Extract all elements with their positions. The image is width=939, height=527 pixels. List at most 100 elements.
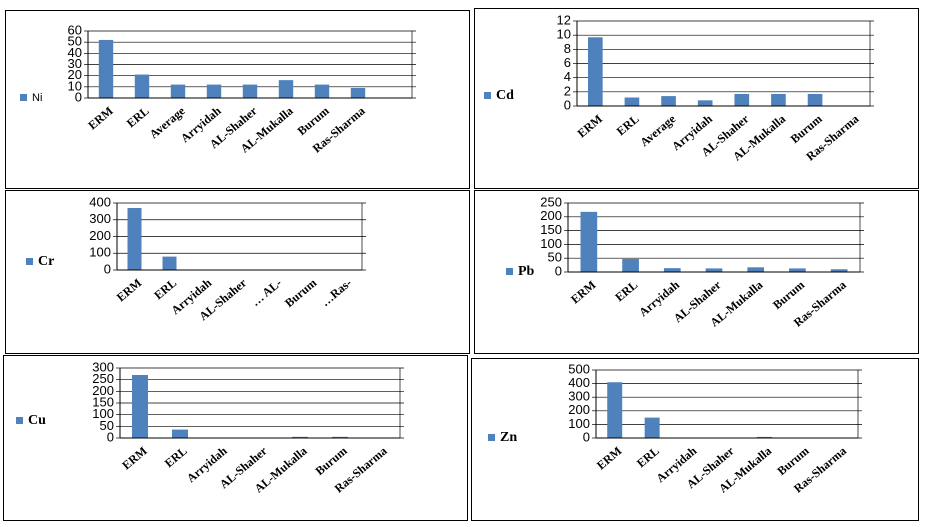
y-tick-label: 150 [92, 394, 114, 409]
x-tick-label: ERM [594, 444, 624, 473]
x-tick-label: ERL [634, 444, 662, 471]
x-tick-label: ERM [114, 276, 144, 305]
y-tick-label: 60 [68, 22, 82, 37]
bar [697, 100, 713, 106]
y-tick-label: 0 [75, 89, 82, 104]
y-tick-label: 0 [104, 261, 111, 276]
y-tick-label: 0 [583, 429, 590, 444]
y-tick-label: 6 [564, 55, 571, 70]
y-tick-label: 250 [92, 371, 114, 386]
panel-frame [474, 190, 919, 354]
y-tick-label: 50 [548, 250, 562, 265]
bar [206, 84, 222, 98]
x-tick-label: ERL [614, 112, 642, 139]
panel-frame [3, 355, 468, 521]
bar [162, 256, 177, 270]
y-tick-label: 30 [68, 56, 82, 71]
bar [807, 93, 823, 106]
y-tick-label: 100 [89, 245, 111, 260]
y-tick-label: 0 [107, 429, 114, 444]
bar [587, 37, 603, 106]
legend-label: Pb [518, 264, 535, 279]
legend-swatch [20, 94, 27, 101]
x-tick-label: ERL [124, 104, 152, 131]
bar [747, 267, 765, 272]
y-tick-label: 8 [564, 41, 571, 56]
y-tick-label: 0 [555, 263, 562, 278]
y-tick-label: 200 [568, 402, 590, 417]
legend-swatch [484, 92, 491, 99]
bar [624, 97, 640, 106]
y-tick-label: 100 [540, 236, 562, 251]
bar [242, 84, 258, 98]
y-tick-label: 100 [92, 406, 114, 421]
y-tick-label: 300 [92, 359, 114, 374]
y-tick-label: 100 [568, 416, 590, 431]
bar [734, 93, 750, 106]
panel-frame [5, 10, 470, 189]
bar [127, 208, 142, 270]
x-tick-label: ERL [151, 276, 179, 303]
y-tick-label: 4 [564, 69, 571, 84]
x-tick-label: ERM [119, 444, 149, 473]
legend-swatch [506, 268, 513, 275]
y-tick-label: 200 [92, 383, 114, 398]
panel-frame [474, 8, 919, 189]
y-tick-label: 300 [568, 389, 590, 404]
bar [622, 259, 639, 272]
legend-label: Zn [500, 430, 517, 445]
legend-label: Cd [496, 88, 514, 103]
y-tick-label: 250 [540, 194, 562, 209]
bar [756, 436, 772, 438]
legend-swatch [26, 258, 33, 265]
y-tick-label: 12 [557, 12, 571, 27]
y-tick-label: 50 [100, 418, 114, 433]
legend-swatch [16, 417, 23, 424]
x-tick-label: ERL [612, 278, 640, 305]
y-tick-label: 500 [568, 361, 590, 376]
y-tick-label: 300 [89, 211, 111, 226]
bar [332, 436, 348, 438]
bar [771, 93, 786, 106]
y-tick-label: 20 [68, 67, 82, 82]
x-tick-label: Burum [770, 278, 807, 312]
bar [278, 80, 294, 98]
bar [350, 87, 366, 98]
bar [830, 269, 848, 272]
legend-label: Ni [32, 92, 42, 104]
bar [170, 84, 186, 98]
x-tick-label: ERM [575, 112, 605, 141]
y-tick-label: 400 [89, 194, 111, 209]
bar [132, 375, 148, 438]
y-tick-label: 50 [68, 34, 82, 49]
bar [172, 429, 188, 438]
y-tick-label: 0 [564, 97, 571, 112]
y-tick-label: 400 [568, 375, 590, 390]
legend-swatch [488, 434, 495, 441]
x-tick-label: Burum [313, 444, 350, 478]
bar [580, 211, 598, 272]
x-tick-label: … AL- [248, 276, 284, 309]
bar [789, 268, 806, 272]
legend-label: Cr [38, 254, 54, 269]
bar [705, 268, 723, 272]
legend-label: Cu [28, 413, 46, 428]
y-tick-label: 10 [68, 78, 82, 93]
x-tick-label: ERM [568, 278, 598, 307]
bar [98, 39, 114, 98]
y-tick-label: 2 [564, 83, 571, 98]
bar [644, 417, 660, 438]
x-tick-label: ERM [85, 104, 115, 133]
x-tick-label: …Ras- [318, 276, 354, 309]
bar [661, 96, 676, 106]
y-tick-label: 200 [540, 208, 562, 223]
y-tick-label: 40 [68, 45, 82, 60]
bar [134, 74, 150, 98]
y-tick-label: 200 [89, 228, 111, 243]
y-tick-label: 10 [557, 27, 571, 42]
bar [607, 382, 623, 438]
panel-frame [5, 190, 470, 354]
bar [663, 268, 681, 272]
y-tick-label: 150 [540, 222, 562, 237]
